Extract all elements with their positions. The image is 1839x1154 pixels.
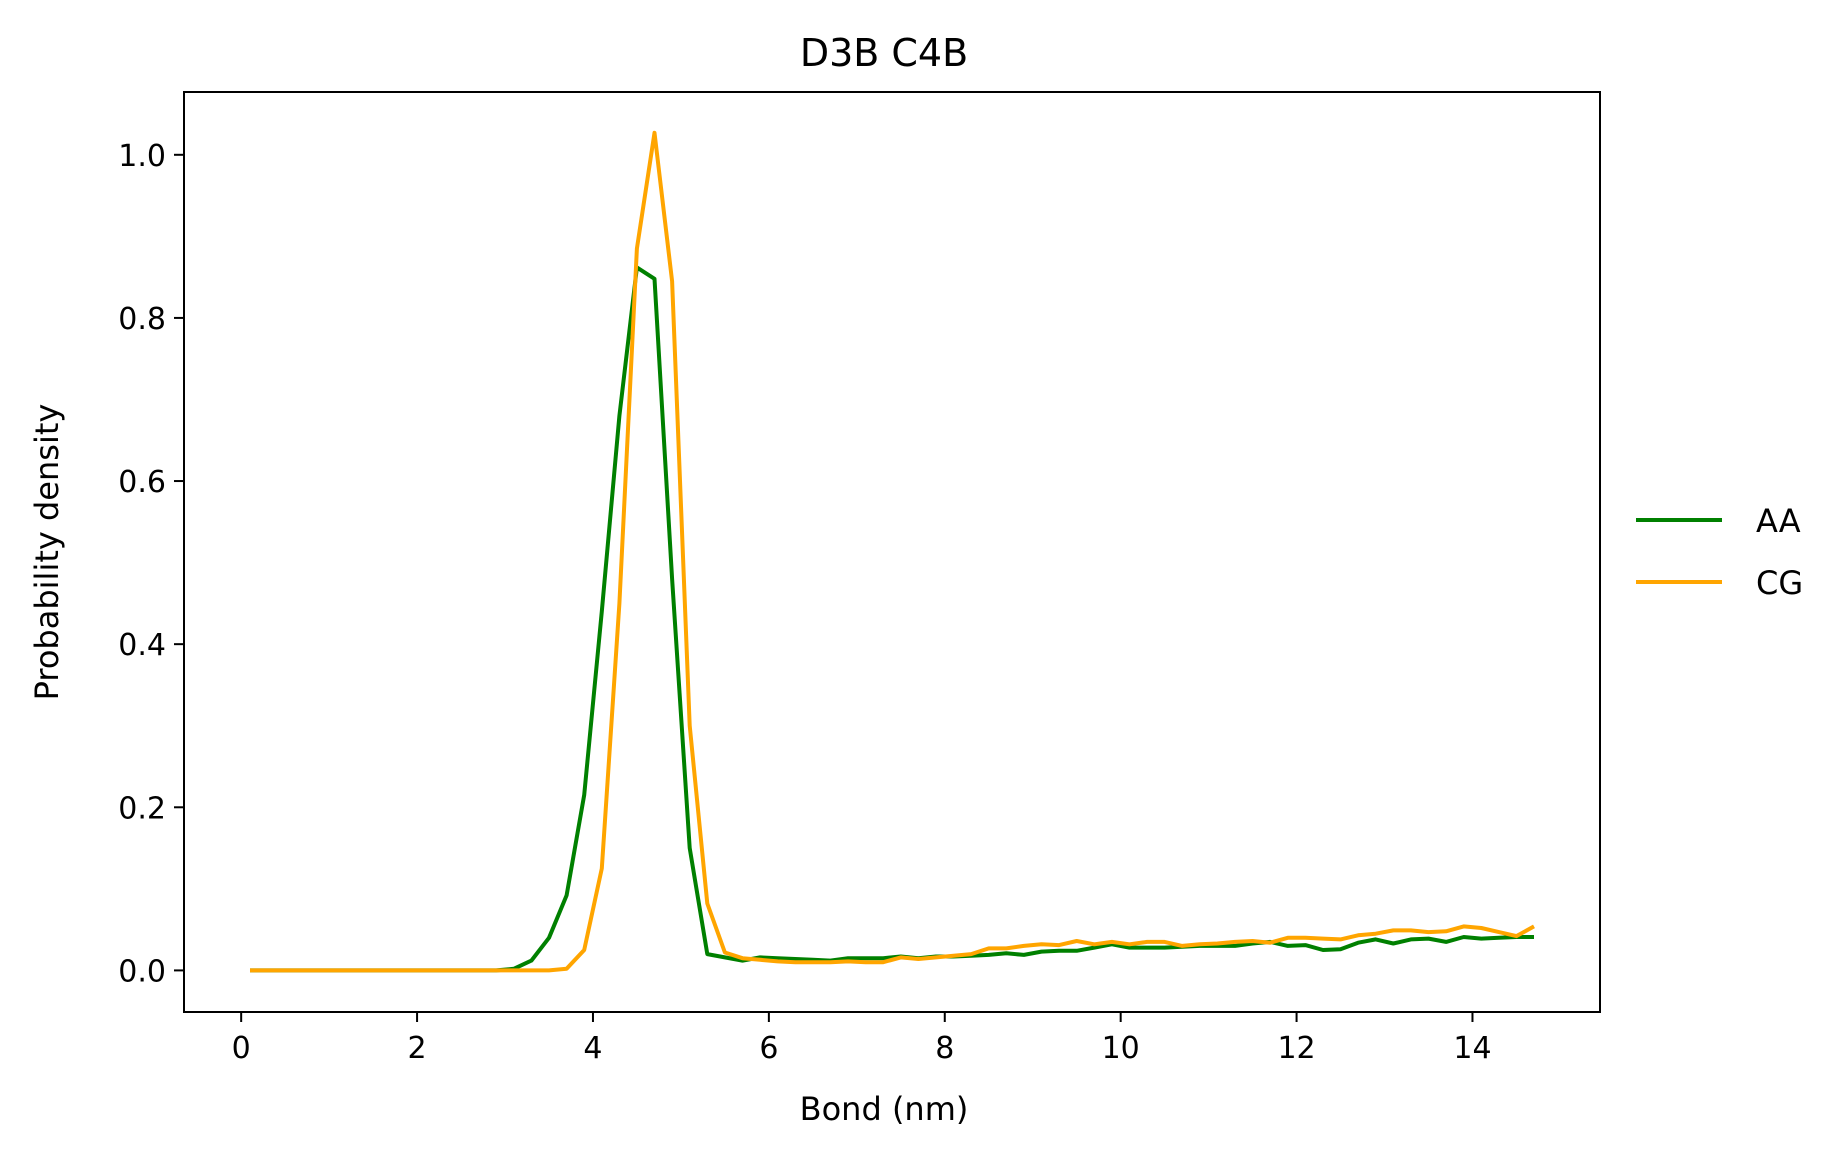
- y-tick-label: 0.2: [118, 791, 166, 826]
- x-tick-label: 4: [583, 1031, 602, 1066]
- series-lines: [250, 130, 1535, 973]
- x-tick-label: 6: [759, 1031, 778, 1066]
- y-axis-label: Probability density: [28, 404, 66, 701]
- legend: AA CG: [1636, 502, 1803, 602]
- x-tick-label: 8: [935, 1031, 954, 1066]
- plot-frame: [183, 91, 1601, 1013]
- series-line-cg: [250, 130, 1535, 973]
- legend-label-aa: AA: [1756, 502, 1801, 540]
- y-tick-label: 0.4: [118, 628, 166, 663]
- x-tick-label: 10: [1102, 1031, 1140, 1066]
- x-tick-label: 12: [1277, 1031, 1315, 1066]
- chart-title: D3B C4B: [800, 31, 968, 75]
- x-tick-label: 14: [1453, 1031, 1491, 1066]
- y-tick-label: 0.6: [118, 465, 166, 500]
- x-tick-label: 2: [408, 1031, 427, 1066]
- y-tick-label: 1.0: [118, 139, 166, 174]
- x-axis: 0 2 4 6 8 10 12 14: [232, 1012, 1492, 1066]
- y-axis: 0.0 0.2 0.4 0.6 0.8 1.0: [118, 139, 184, 989]
- y-tick-label: 0.8: [118, 302, 166, 337]
- x-tick-label: 0: [232, 1031, 251, 1066]
- plot-area: [183, 91, 1601, 1013]
- y-tick-label: 0.0: [118, 954, 166, 989]
- legend-label-cg: CG: [1756, 564, 1803, 602]
- x-axis-label: Bond (nm): [800, 1090, 969, 1128]
